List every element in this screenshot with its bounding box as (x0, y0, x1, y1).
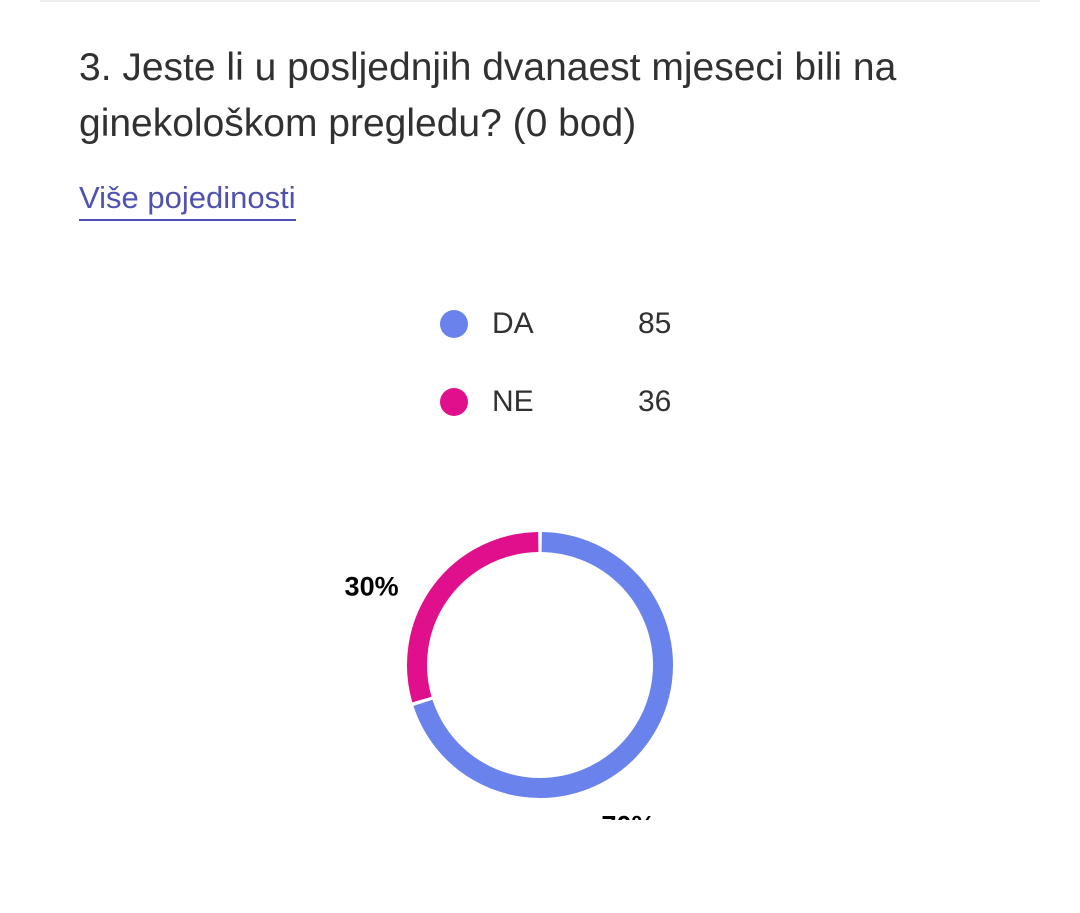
legend-count: 85 (638, 307, 672, 340)
question-title: 3. Jeste li u posljednjih dvanaest mjese… (79, 46, 897, 145)
percent-label-da: 70% (601, 811, 655, 820)
legend-dot-ne-icon (440, 388, 468, 416)
donut-chart: 70% 30% (345, 532, 673, 820)
legend-label: DA (492, 307, 534, 340)
top-divider (40, 0, 1040, 2)
more-details-link[interactable]: Više pojedinosti (79, 178, 296, 221)
legend-label: NE (492, 385, 534, 418)
donut-segment-da[interactable] (413, 532, 673, 798)
legend-item-ne: NE 36 (438, 380, 698, 424)
legend-dot-da-icon (440, 310, 468, 338)
legend-item-da: DA 85 (438, 302, 698, 346)
percent-label-ne: 30% (345, 572, 399, 602)
donut-segment-ne[interactable] (407, 532, 539, 703)
legend-count: 36 (638, 385, 672, 418)
